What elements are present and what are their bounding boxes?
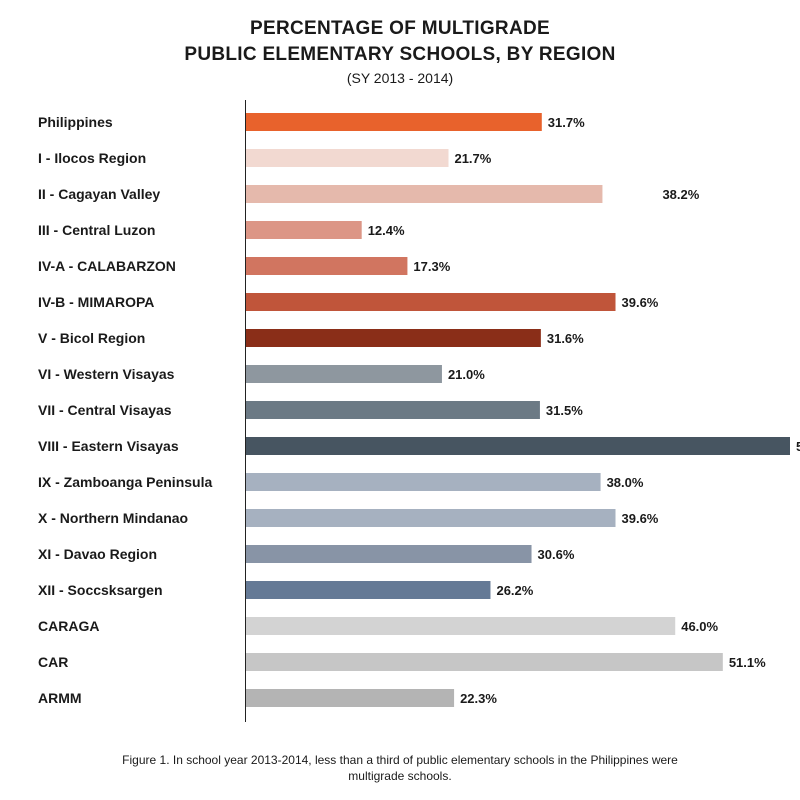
data-label: 58.3% <box>796 439 800 454</box>
chart-subtitle: (SY 2013 - 2014) <box>346 70 454 86</box>
data-label: 31.6% <box>547 331 584 346</box>
category-label: III - Central Luzon <box>38 222 155 238</box>
bar <box>246 545 532 563</box>
chart-title-line-1: PERCENTAGE OF MULTIGRADE <box>250 18 550 39</box>
data-label: 21.0% <box>448 367 485 382</box>
data-label: 30.6% <box>538 547 575 562</box>
category-label: VI - Western Visayas <box>38 366 175 382</box>
category-label: I - Ilocos Region <box>38 150 146 166</box>
bar <box>246 653 723 671</box>
bar <box>246 581 491 599</box>
bar <box>246 401 540 419</box>
figure-caption: Figure 1. In school year 2013-2014, less… <box>122 753 678 783</box>
data-label: 39.6% <box>622 295 659 310</box>
category-label: IV-A - CALABARZON <box>38 258 176 274</box>
data-label: 46.0% <box>681 619 718 634</box>
category-label: Philippines <box>38 114 113 130</box>
category-label: V - Bicol Region <box>38 330 145 346</box>
bar <box>246 365 442 383</box>
bar <box>246 293 616 311</box>
bar <box>246 509 616 527</box>
data-label: 12.4% <box>368 223 405 238</box>
category-label: X - Northern Mindanao <box>38 510 188 526</box>
bar <box>246 617 676 635</box>
bar <box>246 185 603 203</box>
data-label: 22.3% <box>460 691 497 706</box>
category-label: CAR <box>38 654 68 670</box>
bar <box>246 221 362 239</box>
bar <box>246 689 455 707</box>
category-label: ARMM <box>38 690 82 706</box>
data-label: 31.7% <box>548 115 585 130</box>
data-label: 39.6% <box>622 511 659 526</box>
category-label: XII - Soccsksargen <box>38 582 163 598</box>
data-label: 51.1% <box>729 655 766 670</box>
category-label: IV-B - MIMAROPA <box>38 294 154 310</box>
data-label: 17.3% <box>413 259 450 274</box>
data-label: 26.2% <box>496 583 533 598</box>
category-label: CARAGA <box>38 618 99 634</box>
category-label: XI - Davao Region <box>38 546 157 562</box>
bar <box>246 113 542 131</box>
data-label: 38.0% <box>607 475 644 490</box>
bar <box>246 473 601 491</box>
bar <box>246 257 408 275</box>
bar <box>246 149 449 167</box>
data-label: 21.7% <box>454 151 491 166</box>
bar <box>246 329 541 347</box>
category-label: VIII - Eastern Visayas <box>38 438 179 454</box>
chart-title-line-2: PUBLIC ELEMENTARY SCHOOLS, BY REGION <box>184 44 616 65</box>
category-label: IX - Zamboanga Peninsula <box>38 474 212 490</box>
data-label: 31.5% <box>546 403 583 418</box>
category-label: II - Cagayan Valley <box>38 186 160 202</box>
category-label: VII - Central Visayas <box>38 402 172 418</box>
data-label: 38.2% <box>662 187 699 202</box>
bar <box>246 437 790 455</box>
